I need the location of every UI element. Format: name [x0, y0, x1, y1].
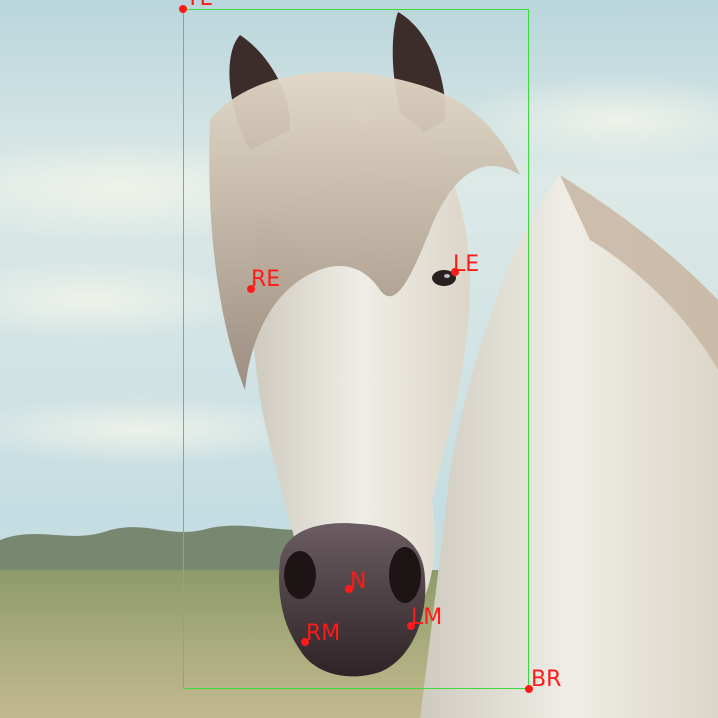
bounding-box	[183, 9, 529, 689]
right-mouth-keypoint-dot	[301, 638, 309, 646]
left-mouth-keypoint-label: LM	[411, 605, 443, 630]
left-eye-keypoint-dot	[451, 268, 459, 276]
bbox-bottom-right-label: BR	[531, 667, 562, 692]
bbox-bottom-right-dot	[525, 685, 533, 693]
left-mouth-keypoint-dot	[407, 622, 415, 630]
left-eye-keypoint-label: LE	[453, 252, 480, 277]
right-mouth-keypoint-label: RM	[306, 621, 341, 646]
right-eye-keypoint-label: RE	[251, 267, 281, 292]
nose-keypoint-dot	[345, 585, 353, 593]
nose-keypoint-label: N	[350, 569, 367, 594]
bbox-top-left-dot	[179, 5, 187, 13]
bbox-top-left-label: TL	[186, 0, 212, 10]
right-eye-keypoint-dot	[247, 285, 255, 293]
